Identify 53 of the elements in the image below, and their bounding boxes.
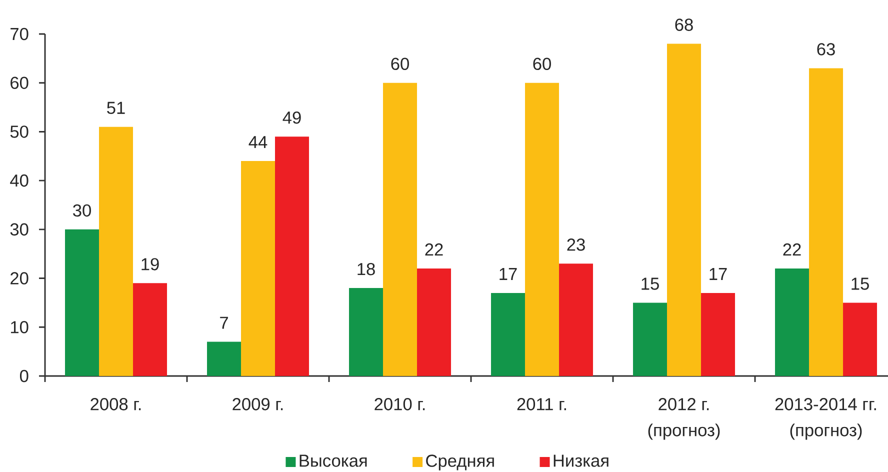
data-label: 18 — [358, 262, 375, 276]
x-tick-label: 2009 г. — [232, 398, 283, 410]
bar — [843, 302, 878, 376]
bar — [491, 292, 526, 376]
bar — [65, 229, 100, 376]
y-tick-label: 60 — [10, 76, 28, 89]
y-tick-label: 70 — [10, 28, 28, 40]
data-label: 19 — [142, 258, 159, 270]
data-label: 49 — [282, 111, 301, 124]
bar — [417, 268, 452, 376]
data-label: 60 — [533, 58, 551, 70]
bar — [633, 302, 668, 376]
bar — [275, 136, 310, 376]
bar — [701, 292, 736, 376]
data-label: 68 — [675, 18, 693, 31]
legend-label: Высокая — [300, 454, 367, 467]
y-tick-label: 20 — [10, 272, 28, 284]
legend-label: Средняя — [426, 454, 494, 470]
data-label: 15 — [852, 278, 869, 290]
x-tick-label: 2012 г. (прогноз) — [648, 398, 720, 440]
bar — [207, 342, 242, 376]
x-tick-label: 2010 г. — [374, 398, 425, 410]
y-tick-label: 40 — [10, 174, 28, 187]
data-label: 23 — [567, 238, 585, 251]
x-tick-label: 2011 г. — [517, 398, 566, 410]
data-label: 63 — [817, 43, 835, 56]
y-tick-label: 30 — [10, 223, 28, 236]
bar — [241, 161, 276, 376]
bar — [349, 288, 384, 376]
data-label: 17 — [500, 268, 517, 280]
bar — [809, 68, 844, 376]
x-tick-label: 2013-2014 гг. (прогноз) — [775, 398, 876, 440]
bar — [133, 283, 168, 376]
data-label: 17 — [710, 268, 727, 280]
bar — [525, 82, 560, 376]
bar — [99, 126, 134, 376]
bar — [775, 268, 810, 376]
data-label: 22 — [783, 243, 801, 256]
data-label: 30 — [73, 204, 91, 217]
data-label: 51 — [107, 102, 125, 114]
y-tick-label: 0 — [20, 370, 28, 382]
data-label: 60 — [391, 58, 409, 70]
y-tick-label: 10 — [10, 321, 28, 334]
bar — [383, 82, 418, 376]
bar — [559, 264, 594, 376]
legend-label: Низкая — [554, 454, 608, 467]
data-label: 44 — [248, 136, 268, 148]
bar — [667, 44, 702, 376]
data-label: 15 — [642, 278, 659, 290]
data-label: 22 — [425, 243, 443, 256]
y-tick-label: 50 — [10, 126, 28, 138]
data-label: 7 — [220, 316, 228, 329]
x-tick-label: 2008 г. — [90, 398, 141, 410]
